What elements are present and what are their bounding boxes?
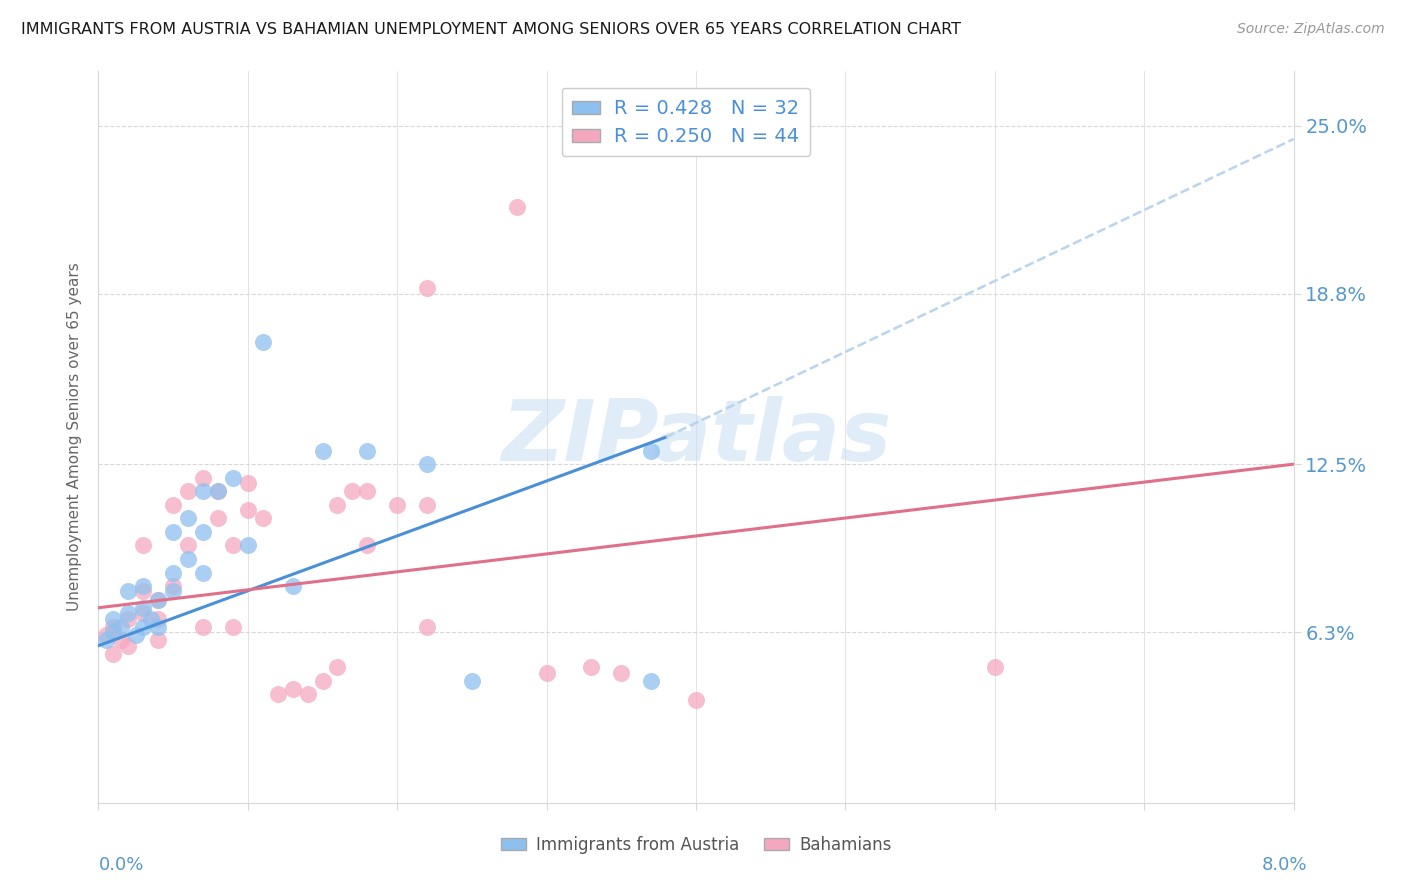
Point xyxy=(311,673,333,688)
Point xyxy=(236,538,259,552)
Point xyxy=(236,476,259,491)
Point xyxy=(252,511,274,525)
Point xyxy=(222,538,245,552)
Point xyxy=(177,484,200,499)
Point xyxy=(103,620,125,634)
Point xyxy=(297,688,319,702)
Point xyxy=(640,443,662,458)
Point xyxy=(94,633,117,648)
Point xyxy=(610,665,633,680)
Text: 8.0%: 8.0% xyxy=(1263,856,1308,874)
Point xyxy=(162,584,184,599)
Point xyxy=(162,524,184,539)
Point xyxy=(132,579,155,593)
Point xyxy=(191,524,214,539)
Point xyxy=(342,484,364,499)
Point xyxy=(132,606,155,620)
Point xyxy=(640,673,662,688)
Text: ZIPatlas: ZIPatlas xyxy=(501,395,891,479)
Point xyxy=(103,611,125,625)
Point xyxy=(103,625,125,640)
Point xyxy=(356,443,378,458)
Point xyxy=(416,620,439,634)
Point xyxy=(461,673,484,688)
Point xyxy=(416,457,439,471)
Point xyxy=(125,628,148,642)
Point xyxy=(416,281,439,295)
Text: IMMIGRANTS FROM AUSTRIA VS BAHAMIAN UNEMPLOYMENT AMONG SENIORS OVER 65 YEARS COR: IMMIGRANTS FROM AUSTRIA VS BAHAMIAN UNEM… xyxy=(21,22,962,37)
Point xyxy=(162,566,184,580)
Point xyxy=(222,620,245,634)
Point xyxy=(191,620,214,634)
Point xyxy=(177,511,200,525)
Point xyxy=(252,335,274,350)
Point xyxy=(506,200,529,214)
Point xyxy=(148,592,170,607)
Point xyxy=(148,592,170,607)
Point xyxy=(177,538,200,552)
Point xyxy=(117,639,139,653)
Point xyxy=(148,620,170,634)
Point xyxy=(191,471,214,485)
Point xyxy=(110,633,132,648)
Point xyxy=(117,611,139,625)
Text: Source: ZipAtlas.com: Source: ZipAtlas.com xyxy=(1237,22,1385,37)
Point xyxy=(191,566,214,580)
Point xyxy=(207,511,229,525)
Point xyxy=(385,498,409,512)
Point xyxy=(984,660,1007,674)
Point xyxy=(117,584,139,599)
Point xyxy=(148,633,170,648)
Point xyxy=(281,681,304,696)
Point xyxy=(326,498,349,512)
Point xyxy=(207,484,229,499)
Point xyxy=(162,498,184,512)
Point xyxy=(311,443,333,458)
Point xyxy=(236,503,259,517)
Point xyxy=(148,611,170,625)
Point xyxy=(685,693,707,707)
Point xyxy=(177,552,200,566)
Point xyxy=(132,584,155,599)
Point xyxy=(326,660,349,674)
Point xyxy=(117,606,139,620)
Point xyxy=(132,620,155,634)
Y-axis label: Unemployment Among Seniors over 65 years: Unemployment Among Seniors over 65 years xyxy=(66,263,82,611)
Point xyxy=(139,611,162,625)
Point xyxy=(267,688,290,702)
Point xyxy=(132,538,155,552)
Point xyxy=(416,498,439,512)
Point xyxy=(132,600,155,615)
Point xyxy=(356,484,378,499)
Point xyxy=(281,579,304,593)
Point xyxy=(94,628,117,642)
Point xyxy=(581,660,603,674)
Point xyxy=(356,538,378,552)
Text: 0.0%: 0.0% xyxy=(98,856,143,874)
Point xyxy=(162,579,184,593)
Point xyxy=(191,484,214,499)
Point xyxy=(103,647,125,661)
Point xyxy=(110,620,132,634)
Point xyxy=(207,484,229,499)
Point xyxy=(222,471,245,485)
Point xyxy=(536,665,558,680)
Legend: Immigrants from Austria, Bahamians: Immigrants from Austria, Bahamians xyxy=(494,829,898,860)
